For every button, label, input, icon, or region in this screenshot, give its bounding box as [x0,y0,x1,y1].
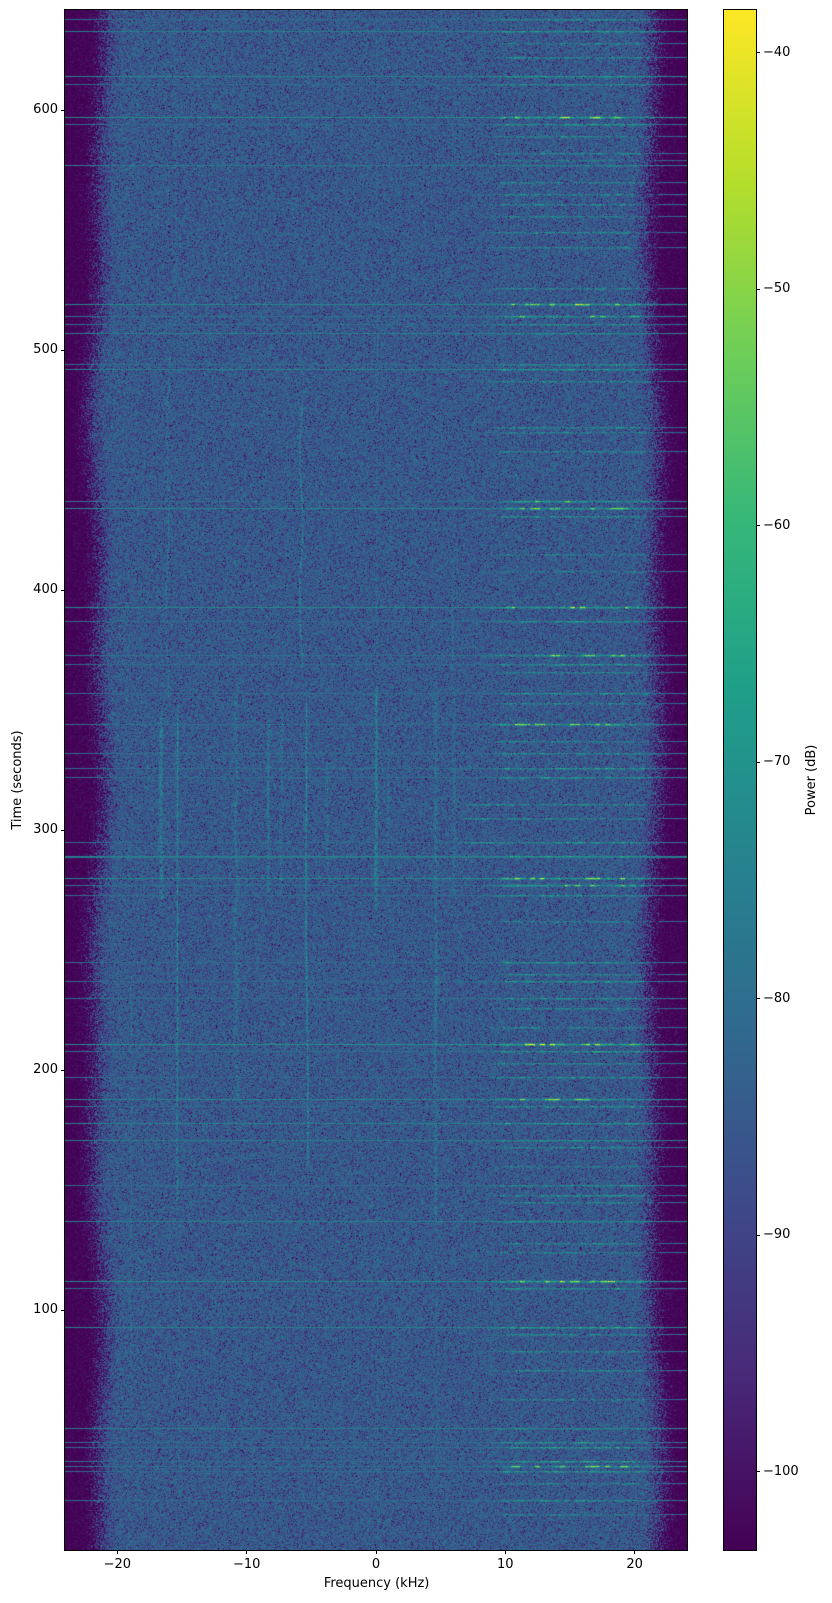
colorbar-border [723,9,757,1551]
y-tick-label: 300 [33,822,58,838]
y-tick-mark [61,109,65,111]
colorbar-tick-label: −100 [763,1463,799,1479]
colorbar-tick-mark [756,761,760,763]
y-tick-mark [61,1069,65,1071]
colorbar-tick-mark [756,1471,760,1473]
y-tick-mark [61,589,65,591]
x-tick-label: 0 [371,1557,381,1572]
x-tick-mark [375,1550,377,1554]
x-tick-label: −10 [232,1557,261,1572]
y-tick-label: 200 [33,1062,58,1078]
y-tick-mark [61,829,65,831]
colorbar-tick-label: −50 [763,281,791,297]
x-tick-mark [504,1550,506,1554]
x-tick-label: 20 [626,1557,643,1572]
colorbar-tick-mark [756,288,760,290]
y-tick-label: 500 [33,342,58,358]
y-axis-label: Time (seconds) [10,730,25,830]
colorbar-tick-mark [756,525,760,527]
x-tick-mark [634,1550,636,1554]
x-tick-label: 10 [497,1557,514,1572]
colorbar-tick-mark [756,52,760,54]
y-tick-label: 600 [33,102,58,118]
y-tick-label: 400 [33,582,58,598]
x-tick-mark [116,1550,118,1554]
colorbar-label: Power (dB) [804,744,819,816]
colorbar-tick-label: −40 [763,44,791,60]
colorbar-tick-mark [756,1234,760,1236]
y-tick-label: 100 [33,1302,58,1317]
x-tick-mark [246,1550,248,1554]
colorbar [723,9,757,1551]
x-axis-label: Frequency (kHz) [323,1576,430,1591]
y-tick-mark [61,349,65,351]
colorbar-tick-mark [756,998,760,1000]
x-tick-label: −20 [103,1557,132,1572]
colorbar-tick-label: −60 [763,517,791,533]
colorbar-tick-label: −80 [763,990,791,1006]
spectrogram-canvas [65,10,687,1550]
colorbar-tick-label: −70 [763,754,791,770]
colorbar-tick-label: −90 [763,1227,791,1243]
y-tick-mark [61,1309,65,1311]
spectrogram-plot [64,9,688,1551]
